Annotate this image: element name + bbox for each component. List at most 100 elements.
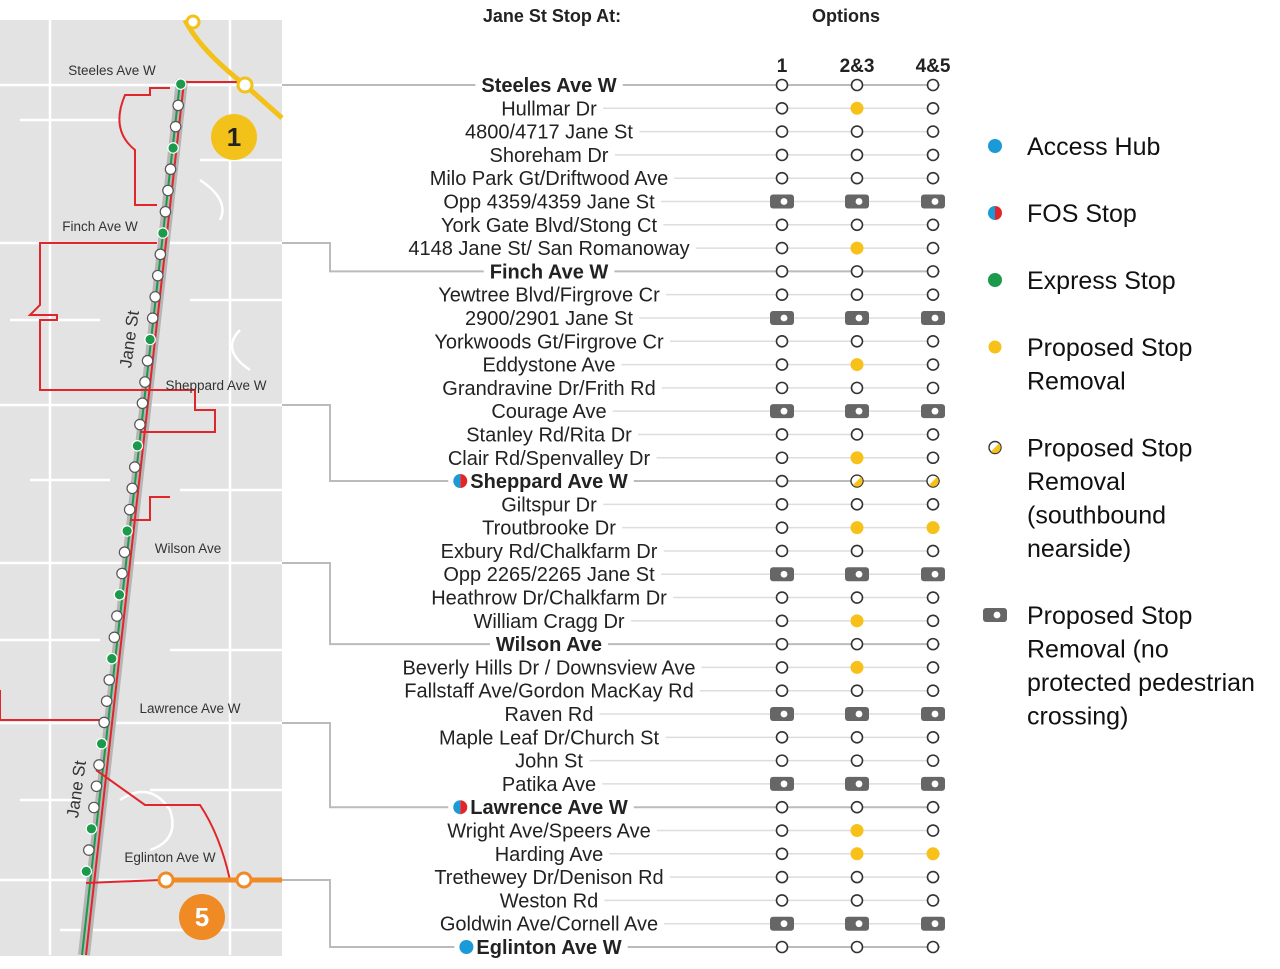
express-stop <box>106 652 118 665</box>
local-stop <box>169 120 182 133</box>
stop-kept <box>850 800 864 814</box>
stop-kept <box>926 498 940 511</box>
map-street-label: Sheppard Ave W <box>165 378 266 393</box>
stop-row: Raven Rd <box>505 704 945 726</box>
legend-item: Express Stop <box>988 267 1176 295</box>
express-stop <box>144 333 156 346</box>
stop-kept <box>775 265 789 278</box>
stop-name: Weston Rd <box>500 890 599 912</box>
stop-row: 2900/2901 Jane St <box>465 308 945 330</box>
stop-ped-dot <box>780 710 788 718</box>
legend-text: Proposed Stop <box>1027 602 1192 630</box>
legend-item: Proposed Stop Removal (no protected pedest… <box>983 602 1255 731</box>
stop-name: Giltspur Dr <box>501 494 597 516</box>
stop-ped-dot <box>780 920 788 928</box>
stop-ped-dot <box>855 710 863 718</box>
legend-text: (southbound <box>1027 502 1166 530</box>
express-stop <box>80 865 93 878</box>
stop-name: Patika Ave <box>502 774 596 796</box>
stop-name: Sheppard Ave W <box>470 471 628 493</box>
stop-kept <box>850 381 864 395</box>
stop-ped-dot <box>855 407 863 415</box>
stop-row: Steeles Ave W <box>282 75 940 97</box>
stop-kept <box>850 637 864 651</box>
stop-row: Wright Ave/Speers Ave <box>447 821 940 843</box>
local-stop <box>146 312 159 324</box>
stop-kept <box>775 870 789 884</box>
local-stop <box>100 695 113 707</box>
stop-row: Stanley Rd/Rita Dr <box>466 424 940 446</box>
map-stops <box>80 78 187 878</box>
stop-kept <box>926 125 940 138</box>
stop-kept <box>850 754 864 767</box>
stop-ped-dot <box>931 710 939 718</box>
local-stop <box>128 461 141 473</box>
stop-kept <box>850 870 864 884</box>
express-stop <box>113 588 126 601</box>
line-number: 5 <box>195 902 209 932</box>
stop-kept <box>926 78 940 92</box>
legend-text: Express Stop <box>1027 267 1176 295</box>
local-stop <box>164 163 177 176</box>
stop-kept <box>775 637 789 651</box>
stop-ped-dot <box>780 780 788 788</box>
stop-kept <box>926 614 940 628</box>
stop-removed <box>850 101 864 115</box>
fos-left <box>453 474 461 489</box>
map <box>0 14 284 956</box>
stop-kept <box>775 241 789 255</box>
stop-row: Finch Ave W <box>282 242 940 283</box>
stop-kept <box>926 870 940 884</box>
legend-text: nearside) <box>1027 535 1131 563</box>
stop-row: William Cragg Dr <box>473 611 940 633</box>
stop-kept <box>926 894 940 907</box>
legend-text: Removal <box>1027 468 1126 496</box>
stop-row: Yewtree Blvd/Firgrove Cr <box>438 285 940 307</box>
stop-row: Heathrow Dr/Chalkfarm Dr <box>431 588 940 610</box>
local-stop <box>111 610 123 622</box>
stop-name: Harding Ave <box>495 844 604 866</box>
stop-name: Lawrence Ave W <box>470 797 628 819</box>
stop-name: Raven Rd <box>505 704 594 726</box>
stop-row: Lawrence Ave W <box>282 722 940 819</box>
fos-right <box>995 206 1002 220</box>
route-line <box>85 81 185 956</box>
fos-right <box>460 800 468 815</box>
stop-name: 4800/4717 Jane St <box>465 122 633 144</box>
stop-ped-dot <box>993 611 1001 619</box>
stop-row: Exbury Rd/Chalkfarm Dr <box>441 541 940 563</box>
stop-kept <box>926 754 940 767</box>
local-stop <box>126 482 139 495</box>
stop-kept <box>775 847 789 861</box>
stop-name: Opp 2265/2265 Jane St <box>443 564 655 586</box>
express-stop <box>95 737 108 750</box>
stop-row: Giltspur Dr <box>501 494 940 516</box>
stop-kept <box>775 498 789 511</box>
stop-kept <box>850 591 864 604</box>
stop-kept <box>775 428 789 441</box>
jane-corridor <box>78 79 188 956</box>
stop-kept <box>926 661 940 674</box>
stop-removed <box>926 521 940 535</box>
stop-kept <box>850 428 864 441</box>
stop-name: Goldwin Ave/Cornell Ave <box>440 914 658 936</box>
stop-name: Heathrow Dr/Chalkfarm Dr <box>431 588 667 610</box>
stop-kept <box>775 894 789 907</box>
column-title: Jane St Stop At: <box>483 6 621 26</box>
stop-kept <box>926 358 940 371</box>
stop-row: Troutbrooke Dr <box>482 518 940 540</box>
express-stop <box>157 227 169 239</box>
stop-kept <box>775 591 789 604</box>
stop-row: Yorkwoods Gt/Firgrove Cr <box>434 331 940 353</box>
stop-kept <box>850 148 864 162</box>
stop-removed <box>850 660 864 674</box>
stop-kept <box>775 451 789 465</box>
stop-kept <box>775 218 789 232</box>
stop-kept <box>775 521 789 534</box>
stop-kept <box>926 940 940 954</box>
local-stop <box>141 354 154 367</box>
stop-name: Yorkwoods Gt/Firgrove Cr <box>434 331 664 353</box>
stop-kept <box>775 358 789 371</box>
stop-kept <box>926 218 940 232</box>
stop-kept <box>775 684 789 698</box>
